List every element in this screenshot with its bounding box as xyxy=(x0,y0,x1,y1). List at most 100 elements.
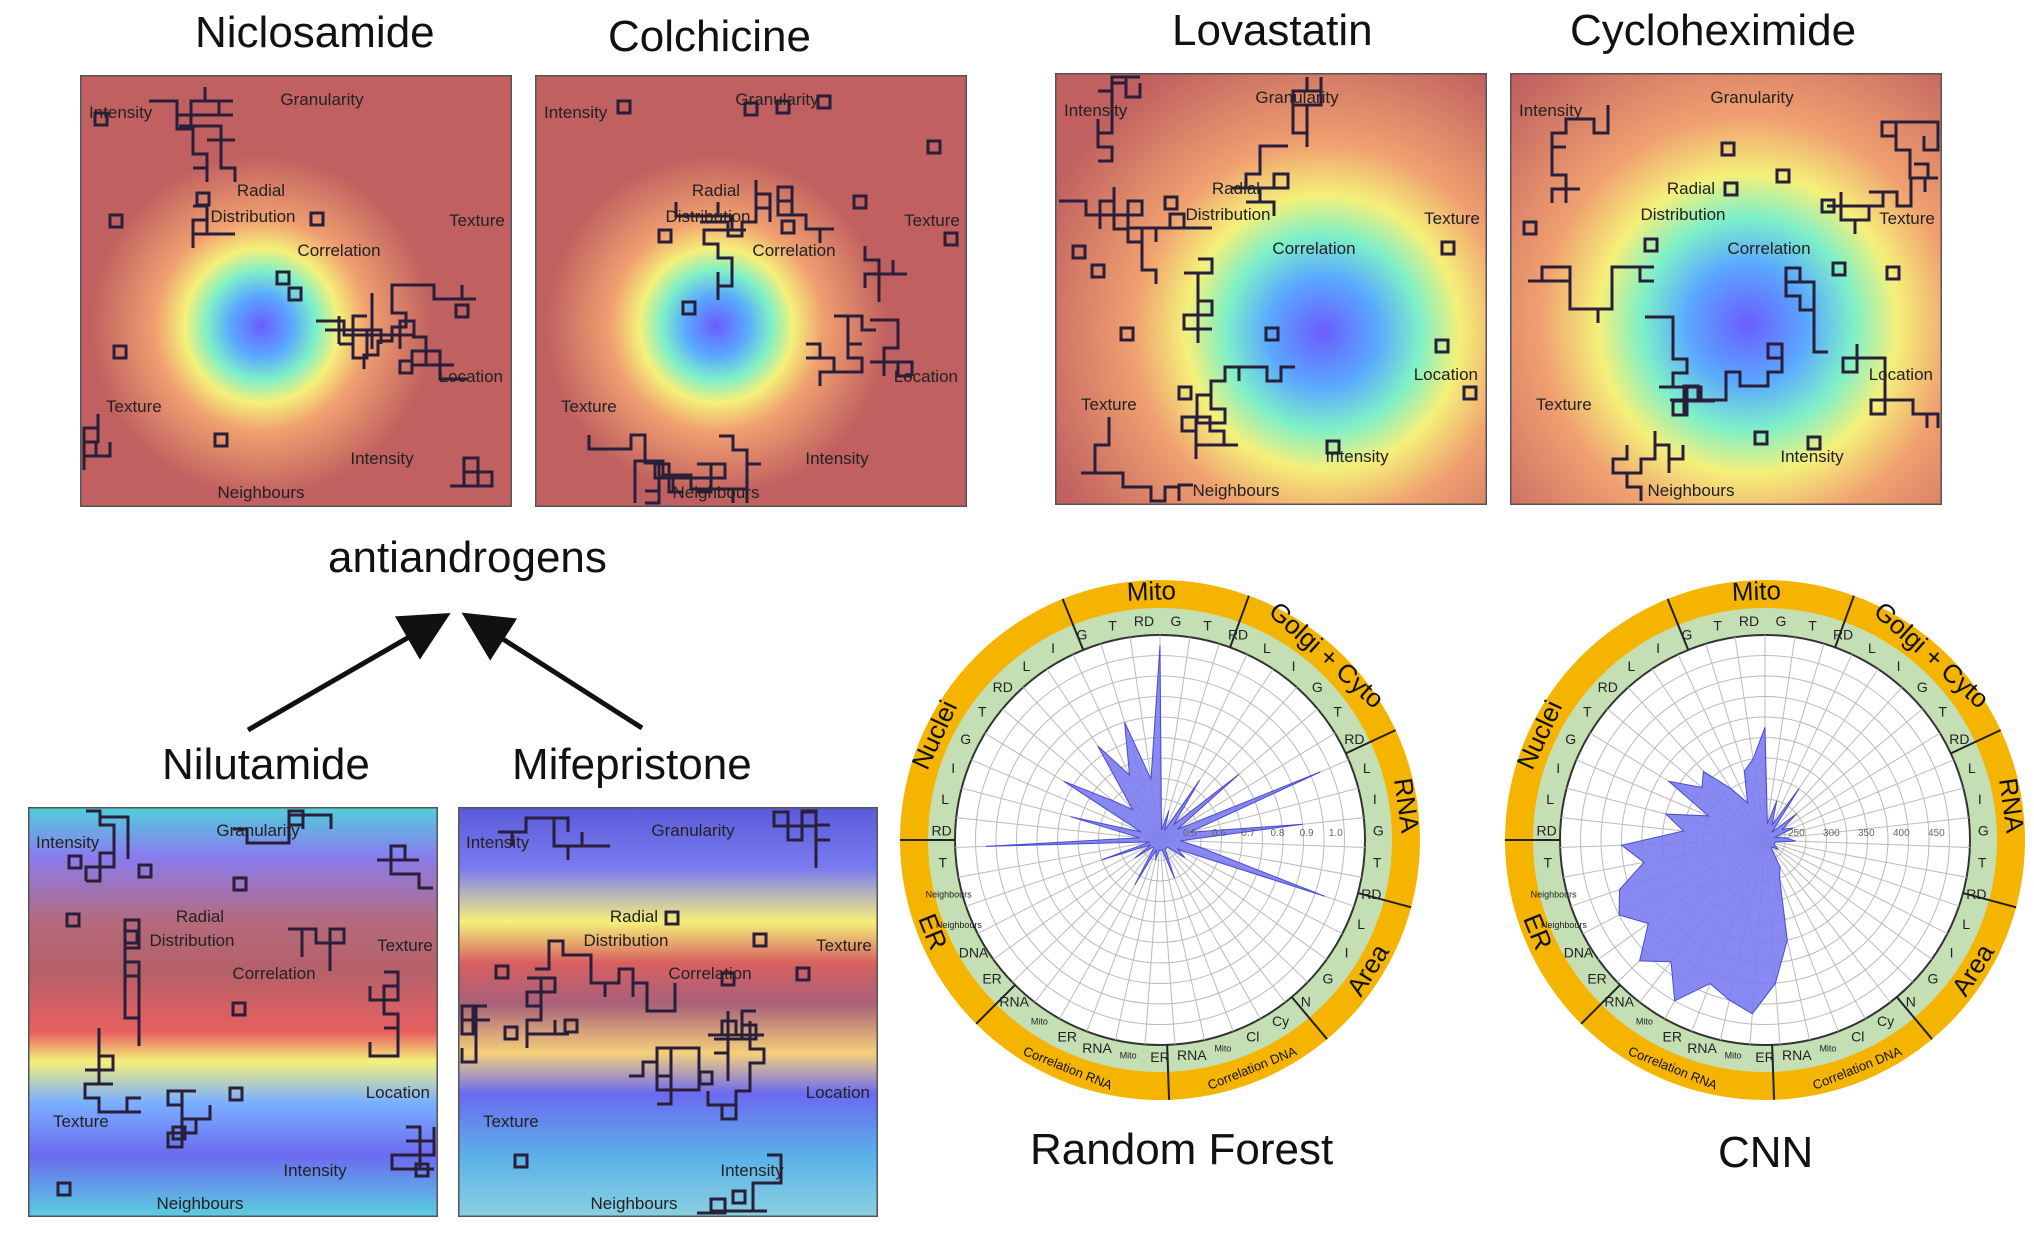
inner-label: Mito xyxy=(1120,1051,1137,1061)
inner-label: Neighbours xyxy=(1531,890,1578,900)
inner-label: G xyxy=(960,731,971,747)
map-label-location: Location xyxy=(366,1083,430,1102)
map-label-intensity-bottom: Intensity xyxy=(1325,447,1389,466)
map-label-distribution: Distribution xyxy=(583,931,668,950)
map-label-distribution: Distribution xyxy=(1640,205,1725,224)
map-label-radial: Radial xyxy=(1212,179,1260,198)
inner-label: G xyxy=(1171,613,1182,629)
title-lovastatin: Lovastatin xyxy=(1172,6,1373,55)
inner-label: G xyxy=(1565,731,1576,747)
map-label-radial: Radial xyxy=(1667,179,1715,198)
arrows xyxy=(246,612,644,733)
map-label-intensity-top: Intensity xyxy=(1519,101,1583,120)
map-label-intensity-top: Intensity xyxy=(36,833,100,852)
inner-label: I xyxy=(1051,640,1055,656)
inner-label: RD xyxy=(1949,731,1969,747)
inner-label: L xyxy=(1363,760,1371,776)
inner-label: Cl xyxy=(1246,1029,1259,1045)
arrow-right xyxy=(461,612,644,731)
map-label-intensity-top: Intensity xyxy=(89,103,153,122)
inner-label: G xyxy=(1323,970,1334,986)
title-antiandrogens: antiandrogens xyxy=(328,533,607,582)
inner-label: RD xyxy=(932,823,952,839)
map-label-location: Location xyxy=(1869,365,1933,384)
map-label-neighbours: Neighbours xyxy=(1648,481,1735,500)
map-label-radial: Radial xyxy=(176,907,224,926)
map-label-granularity: Granularity xyxy=(735,90,819,109)
inner-label: RD xyxy=(1739,613,1759,629)
inner-label: L xyxy=(1962,916,1970,932)
map-label-neighbours: Neighbours xyxy=(218,483,305,502)
inner-label: RNA xyxy=(1082,1040,1112,1056)
map-label-intensity-bottom: Intensity xyxy=(350,449,414,468)
inner-label: N xyxy=(1906,993,1916,1009)
inner-label: T xyxy=(939,855,948,871)
map-label-neighbours: Neighbours xyxy=(591,1194,678,1213)
map-label-distribution: Distribution xyxy=(665,207,750,226)
inner-label: ER xyxy=(982,970,1001,986)
scale-label: 0.9 xyxy=(1300,828,1314,839)
colchicine-map: Intensity Granularity Radial Distribution Te… xyxy=(535,75,967,507)
map-label-granularity: Granularity xyxy=(216,821,300,840)
inner-label: I xyxy=(1373,791,1377,807)
inner-label: T xyxy=(978,704,987,720)
radar-area xyxy=(1618,727,1800,1015)
inner-label: RD xyxy=(1344,731,1364,747)
inner-label: I xyxy=(1656,640,1660,656)
title-niclosamide: Niclosamide xyxy=(195,8,435,57)
map-label-correlation: Correlation xyxy=(297,241,380,260)
inner-label: G xyxy=(1928,970,1939,986)
map-label-location: Location xyxy=(894,367,958,386)
inner-label: G xyxy=(1776,613,1787,629)
inner-label: T xyxy=(1333,704,1342,720)
inner-label: RD xyxy=(1537,823,1557,839)
map-label-granularity: Granularity xyxy=(280,90,364,109)
inner-label: RNA xyxy=(1687,1040,1717,1056)
inner-label: ER xyxy=(1150,1049,1169,1065)
inner-label: Cy xyxy=(1877,1013,1894,1029)
cycloheximide-map: Intensity Granularity Radial Distribution Te… xyxy=(1510,73,1942,505)
arrow-left xyxy=(246,613,451,733)
inner-label: Neighbours xyxy=(926,890,973,900)
map-label-texture-right: Texture xyxy=(1424,209,1480,228)
inner-label: ER xyxy=(1755,1049,1774,1065)
map-label-distribution: Distribution xyxy=(1185,205,1270,224)
inner-label: RD xyxy=(1598,679,1618,695)
inner-label: RNA xyxy=(1604,993,1634,1009)
inner-label: Mito xyxy=(1725,1051,1742,1061)
inner-label: DNA xyxy=(1564,945,1594,961)
map-label-neighbours: Neighbours xyxy=(673,483,760,502)
inner-label: ER xyxy=(1587,970,1606,986)
map-label-location: Location xyxy=(1414,365,1478,384)
scale-label: 1.0 xyxy=(1329,828,1343,839)
map-label-location: Location xyxy=(806,1083,870,1102)
inner-label: RD xyxy=(1228,627,1248,643)
inner-label: RNA xyxy=(1782,1047,1812,1063)
map-label-radial: Radial xyxy=(610,907,658,926)
map-label-radial: Radial xyxy=(237,181,285,200)
map-label-texture-left: Texture xyxy=(483,1112,539,1131)
inner-label: T xyxy=(1583,704,1592,720)
map-label-neighbours: Neighbours xyxy=(1193,481,1280,500)
inner-label: T xyxy=(1108,617,1117,633)
map-label-intensity-bottom: Intensity xyxy=(720,1161,784,1180)
niclosamide-map: Intensity Granularity Radial Distribution Te… xyxy=(80,75,512,507)
map-label-intensity-top: Intensity xyxy=(1064,101,1128,120)
map-label-texture-right: Texture xyxy=(904,211,960,230)
inner-label: I xyxy=(1345,945,1349,961)
inner-label: L xyxy=(1546,791,1554,807)
map-label-intensity-top: Intensity xyxy=(544,103,608,122)
inner-label: Cy xyxy=(1272,1013,1289,1029)
inner-label: I xyxy=(1897,658,1901,674)
map-label-texture-left: Texture xyxy=(53,1112,109,1131)
inner-label: Mito xyxy=(1636,1017,1653,1027)
map-label-location: Location xyxy=(439,367,503,386)
inner-label: L xyxy=(1628,658,1636,674)
scale-label: 0.7 xyxy=(1241,828,1255,839)
map-label-texture-left: Texture xyxy=(561,397,617,416)
map-label-radial: Radial xyxy=(692,181,740,200)
map-label-correlation: Correlation xyxy=(1727,239,1810,258)
inner-label: L xyxy=(1023,658,1031,674)
inner-label: RNA xyxy=(1177,1047,1207,1063)
inner-label: T xyxy=(1938,704,1947,720)
